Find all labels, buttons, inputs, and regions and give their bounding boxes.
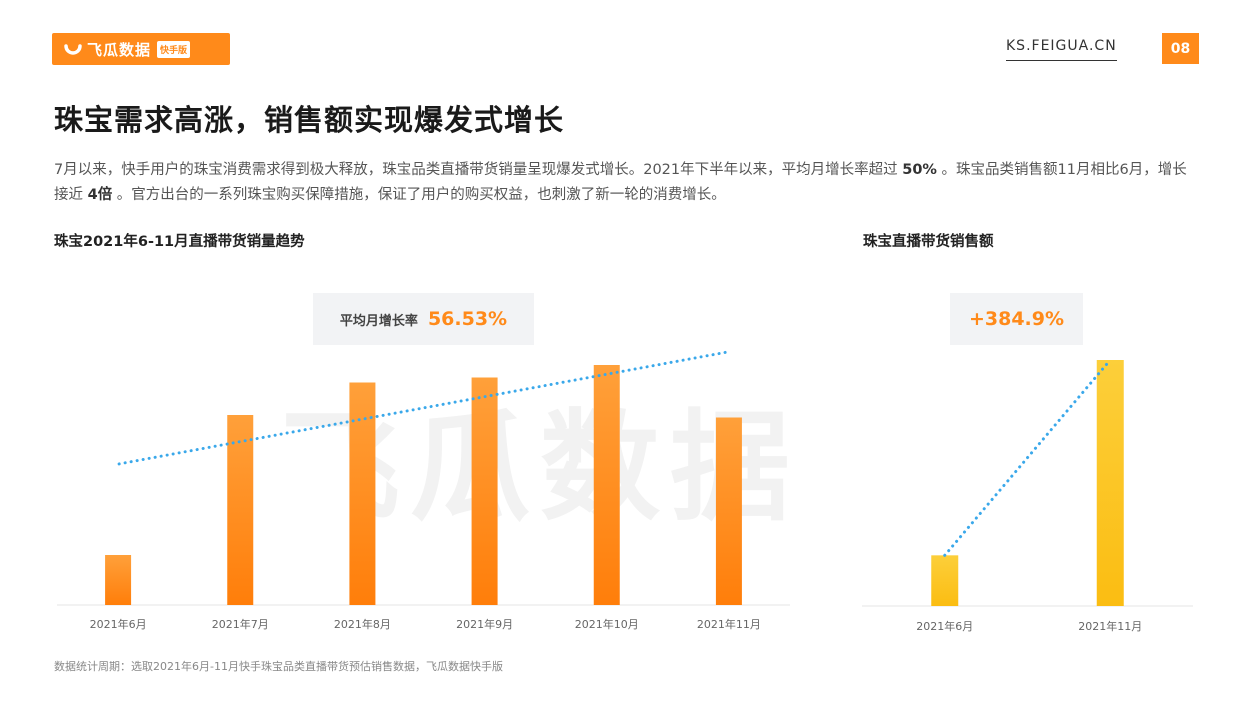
- chart1-bar: [715, 417, 742, 605]
- page-description: 7月以来，快手用户的珠宝消费需求得到极大释放，珠宝品类直播带货销量呈现爆发式增长…: [54, 158, 1199, 208]
- desc-part1: 7月以来，快手用户的珠宝消费需求得到极大释放，珠宝品类直播带货销量呈现爆发式增长…: [54, 162, 903, 178]
- chart1-tick-label: 2021年11月: [697, 617, 761, 631]
- chart2-tick-label: 2021年6月: [916, 619, 973, 633]
- chart1-callout-value: 56.53%: [427, 308, 508, 330]
- chart2-trendline: [943, 358, 1112, 557]
- chart1-trendline: [117, 350, 732, 466]
- chart1-bar: [471, 377, 498, 605]
- chart2-bar: [1096, 360, 1124, 606]
- desc-bold1: 50%: [902, 162, 937, 178]
- desc-part2: 。珠宝品类销售额11月相比6月，增长接近: [54, 162, 1187, 203]
- chart1-bar: [227, 415, 254, 605]
- chart1-tick-label: 2021年9月: [456, 617, 513, 631]
- chart1-tick-label: 2021年7月: [212, 617, 269, 631]
- feigua-logo[interactable]: 飞瓜数据 快手版: [52, 33, 230, 65]
- footnote: 数据统计周期：选取2021年6月-11月快手珠宝品类直播带货预估销售数据，飞瓜数…: [54, 660, 503, 673]
- chart2-callout-value: +384.9%: [968, 308, 1065, 330]
- logo-badge: 快手版: [157, 40, 191, 58]
- chart2-tick-label: 2021年11月: [1078, 619, 1142, 633]
- chart1-callout-label: 平均月增长率: [339, 313, 418, 329]
- chart1-bar: [349, 382, 376, 605]
- logo-icon: [64, 44, 82, 55]
- page-title: 珠宝需求高涨，销售额实现爆发式增长: [54, 103, 565, 137]
- chart2-bar: [931, 555, 959, 606]
- chart1-tick-label: 2021年8月: [334, 617, 391, 631]
- desc-bold2: 4倍: [87, 187, 113, 203]
- chart1-bar: [105, 555, 132, 605]
- chart2-title: 珠宝直播带货销售额: [863, 234, 994, 250]
- chart1-tick-label: 2021年6月: [90, 617, 147, 631]
- chart1-callout: 平均月增长率 56.53%: [313, 293, 534, 345]
- chart1-tick-label: 2021年10月: [575, 617, 639, 631]
- chart1-title: 珠宝2021年6-11月直播带货销量趋势: [54, 234, 305, 250]
- logo-text: 飞瓜数据: [87, 40, 152, 59]
- chart1-bar: [593, 365, 620, 605]
- chart2-callout: +384.9%: [950, 293, 1083, 345]
- site-link[interactable]: KS.FEIGUA.CN: [1006, 38, 1117, 61]
- page-number: 08: [1162, 33, 1199, 64]
- desc-part3: 。官方出台的一系列珠宝购买保障措施，保证了用户的购买权益，也刺激了新一轮的消费增…: [112, 187, 726, 203]
